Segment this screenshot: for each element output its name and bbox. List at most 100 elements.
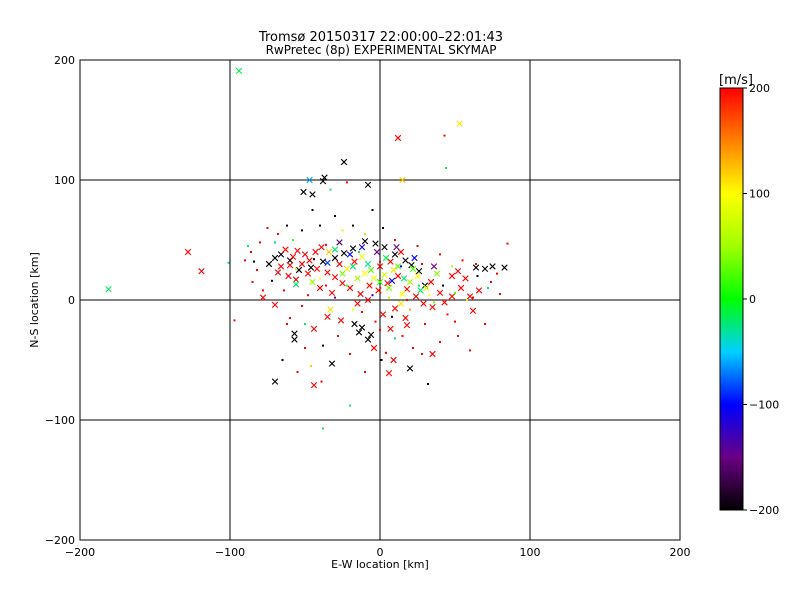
data-point-dot xyxy=(295,267,297,270)
data-point-dot xyxy=(371,209,374,211)
data-point-dot xyxy=(352,308,354,311)
data-point-cross xyxy=(355,329,363,336)
data-point-dot xyxy=(244,259,246,262)
data-point-cross xyxy=(466,293,474,300)
data-point-cross xyxy=(337,317,345,324)
data-point-cross xyxy=(328,289,336,296)
data-point-dot xyxy=(496,272,498,275)
data-point-cross xyxy=(391,251,399,258)
data-point-cross xyxy=(441,299,448,306)
data-point-cross xyxy=(358,244,366,251)
axis-ticks: −200 −100 0 100 200 −200 −100 0 100 200 xyxy=(45,54,691,559)
data-point-dot xyxy=(322,427,324,430)
data-point-dot xyxy=(391,315,393,318)
data-point-dot xyxy=(499,293,501,295)
data-point-cross xyxy=(316,284,324,292)
data-point-cross xyxy=(184,248,192,256)
chart-subtitle: RwPretec (8p) EXPERIMENTAL SKYMAP xyxy=(266,43,497,57)
data-point-cross xyxy=(282,246,289,253)
data-point-cross xyxy=(454,268,462,275)
data-point-cross xyxy=(312,248,319,256)
data-point-dot xyxy=(424,323,426,325)
data-point-cross xyxy=(324,259,331,266)
data-point-dot xyxy=(442,284,444,287)
data-point-cross xyxy=(105,286,112,293)
data-point-cross xyxy=(351,320,358,328)
data-point-cross xyxy=(430,263,438,270)
data-point-cross xyxy=(318,244,325,251)
data-point-dot xyxy=(451,265,453,268)
data-point-cross xyxy=(271,301,279,308)
y-tick-label: −100 xyxy=(45,414,75,427)
data-point-cross xyxy=(399,176,406,184)
colorbar-tick-label: 200 xyxy=(749,82,770,95)
data-point-dot xyxy=(469,349,471,352)
data-point-dot xyxy=(484,323,486,325)
data-point-cross xyxy=(304,270,312,277)
x-tick-label: −100 xyxy=(215,546,245,559)
data-point-cross xyxy=(367,331,375,338)
data-point-dot xyxy=(349,353,351,355)
data-point-cross xyxy=(291,336,298,343)
data-point-cross xyxy=(367,266,375,274)
data-point-dot xyxy=(289,317,291,319)
data-point-dot xyxy=(382,227,384,229)
data-point-cross xyxy=(375,287,382,294)
data-point-cross xyxy=(364,296,372,304)
data-point-dot xyxy=(319,277,321,280)
data-point-dot xyxy=(292,239,294,241)
chart-title: Tromsø 20150317 22:00:00–22:01:43 xyxy=(258,30,503,45)
data-point-dot xyxy=(364,371,366,373)
data-point-dot xyxy=(304,347,306,349)
data-point-dot xyxy=(439,253,441,256)
data-point-dot xyxy=(325,243,327,246)
data-point-dot xyxy=(439,341,441,343)
data-point-dot xyxy=(406,299,408,301)
data-point-dot xyxy=(358,251,360,253)
data-point-dot xyxy=(475,263,477,265)
data-point-cross xyxy=(300,188,307,196)
data-point-cross xyxy=(429,350,436,358)
data-point-cross xyxy=(409,265,417,272)
data-point-cross xyxy=(448,272,456,280)
data-point-cross xyxy=(387,258,394,265)
data-point-cross xyxy=(394,263,402,270)
data-point-dot xyxy=(250,251,252,253)
data-point-cross xyxy=(298,260,306,268)
data-point-cross xyxy=(358,253,366,260)
data-point-cross xyxy=(403,322,411,329)
data-point-dot xyxy=(457,335,459,337)
data-point-cross xyxy=(259,294,267,301)
data-point-cross xyxy=(274,269,282,276)
data-point-cross xyxy=(361,238,369,245)
data-point-cross xyxy=(324,269,331,276)
data-point-cross xyxy=(346,251,354,258)
data-point-dot xyxy=(352,224,354,227)
data-point-dot xyxy=(454,291,456,294)
data-point-dot xyxy=(251,281,254,283)
data-point-dot xyxy=(446,313,449,316)
data-point-cross xyxy=(462,275,469,282)
data-point-cross xyxy=(456,120,463,127)
data-point-dot xyxy=(346,181,348,184)
data-point-cross xyxy=(394,272,402,280)
data-point-cross xyxy=(382,254,390,262)
data-point-cross xyxy=(475,287,483,294)
x-tick-label: 100 xyxy=(520,546,541,559)
data-point-dot xyxy=(286,323,288,325)
data-point-cross xyxy=(271,254,279,262)
data-point-dot xyxy=(371,294,374,297)
data-point-cross xyxy=(376,278,384,286)
data-point-dot xyxy=(421,263,423,265)
data-point-cross xyxy=(351,258,358,265)
plot-frame xyxy=(79,59,681,541)
data-point-cross xyxy=(309,191,316,198)
data-point-dot xyxy=(433,301,435,304)
data-point-cross xyxy=(397,300,405,307)
data-point-dot xyxy=(346,284,348,287)
data-point-cross xyxy=(301,251,309,258)
data-point-cross xyxy=(376,263,384,270)
colorbar-tick-label: 100 xyxy=(749,188,770,201)
data-point-cross xyxy=(340,250,348,257)
data-point-dot xyxy=(428,294,431,297)
